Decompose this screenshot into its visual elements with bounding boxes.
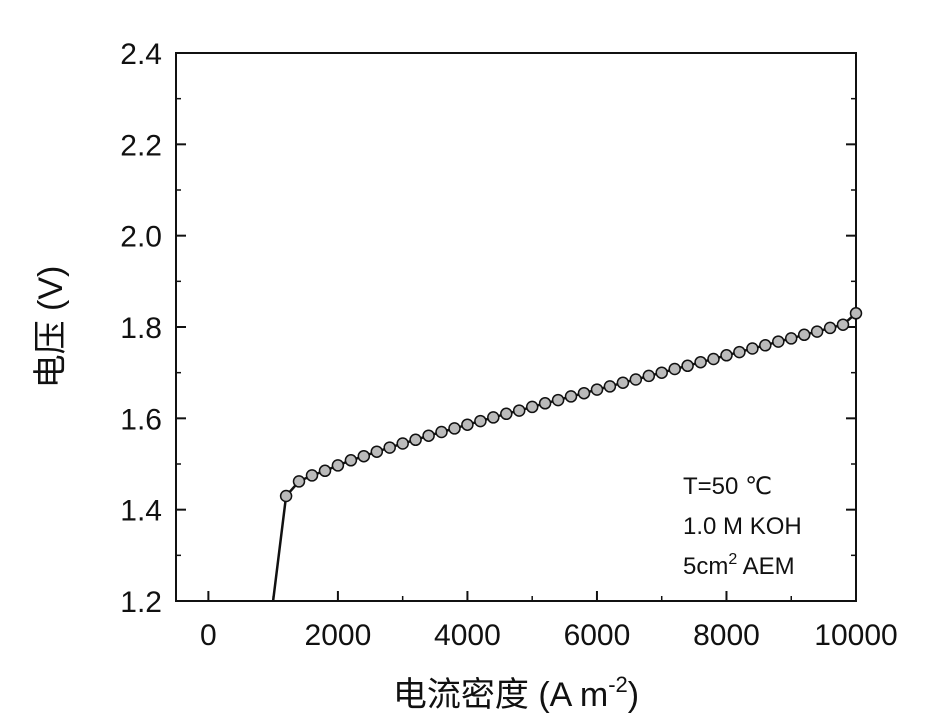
data-point [475,416,486,427]
data-point [294,476,305,487]
data-point [345,455,356,466]
data-point [838,319,849,330]
data-point [527,401,538,412]
data-point [553,395,564,406]
data-point [436,427,447,438]
annotation-membrane: 5cm2 AEM [683,551,795,580]
data-point [371,446,382,457]
data-point [786,333,797,344]
data-point [410,434,421,445]
y-tick-label: 1.8 [120,312,162,345]
annotation-electrolyte: 1.0 M KOH [683,513,802,540]
data-point [773,336,784,347]
data-point [592,384,603,395]
data-point [799,329,810,340]
data-point [514,405,525,416]
series-markers [281,308,862,502]
data-point [281,491,292,502]
y-axis-label: 电压 (V) [32,266,70,389]
data-point [540,398,551,409]
data-point [682,360,693,371]
data-point [643,370,654,381]
y-tick-label: 1.6 [120,403,162,436]
x-axis-label-close: ) [628,676,639,714]
x-tick-label: 8000 [693,619,760,652]
y-tick-label: 2.0 [120,221,162,254]
y-tick-label: 1.2 [120,586,162,619]
data-point [734,347,745,358]
data-point [579,388,590,399]
data-point [669,364,680,375]
data-point [604,381,615,392]
y-tick-label: 1.4 [120,495,162,528]
x-tick-label: 4000 [434,619,501,652]
annotation-temperature: T=50 ℃ [683,473,772,500]
data-point [358,451,369,462]
data-point [812,326,823,337]
data-point [825,322,836,333]
x-axis-label-superscript: -2 [608,672,628,697]
data-point [462,419,473,430]
data-point [617,377,628,388]
data-point [332,460,343,471]
data-point [488,412,499,423]
x-tick-label: 2000 [305,619,372,652]
y-tick-label: 2.4 [120,38,162,71]
x-tick-label: 0 [200,619,217,652]
data-point [630,374,641,385]
data-point [397,438,408,449]
data-point [307,470,318,481]
data-point [747,343,758,354]
data-point [760,340,771,351]
data-point [501,408,512,419]
x-tick-label: 10000 [814,619,897,652]
data-point [656,367,667,378]
data-point [423,430,434,441]
data-point [566,391,577,402]
data-point [695,357,706,368]
annotation-membrane-superscript: 2 [728,551,737,568]
data-point [721,350,732,361]
data-point [320,465,331,476]
data-point [708,354,719,365]
x-tick-label: 6000 [564,619,631,652]
x-axis-label: 电流密度 (A m-2) [393,672,639,714]
data-point [384,442,395,453]
data-point [449,423,460,434]
data-point [851,308,862,319]
y-tick-label: 2.2 [120,129,162,162]
